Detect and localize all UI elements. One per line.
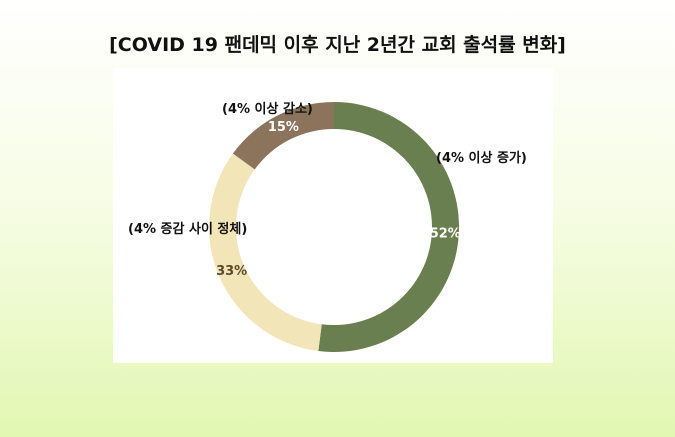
slice-increase <box>318 102 459 352</box>
slice-decrease <box>232 102 334 170</box>
chart-title: [COVID 19 팬데믹 이후 지난 2년간 교회 출석률 변화] <box>109 34 566 56</box>
value-label-group: 52% 33% 15% <box>216 120 461 279</box>
callout-label-stagnant: (4% 증감 사이 정체) <box>128 222 248 237</box>
value-label-decrease: 15% <box>268 120 299 135</box>
value-label-increase: 52% <box>430 227 461 242</box>
callout-label-increase: (4% 이상 증가) <box>436 151 527 166</box>
donut-chart: 52% 33% 15% <box>209 102 461 352</box>
slice-group <box>209 102 459 352</box>
value-label-stagnant: 33% <box>216 264 247 279</box>
slice-stagnant <box>209 153 322 352</box>
callout-label-decrease: (4% 이상 감소) <box>222 102 313 117</box>
chart-panel: 52% 33% 15% (4% 이상 증가) (4% 증감 사이 정체) (4% 이… <box>113 68 553 363</box>
